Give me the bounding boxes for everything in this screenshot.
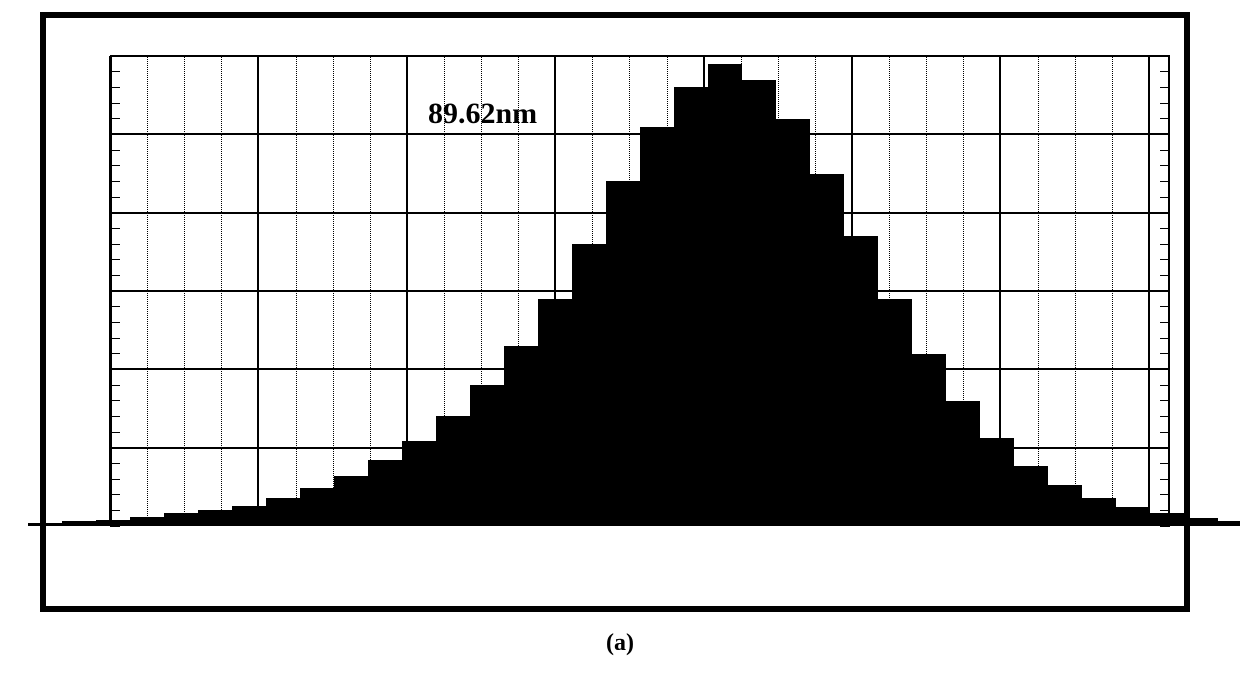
histogram-bar	[742, 80, 776, 527]
y-tick	[110, 259, 120, 260]
histogram-bar	[1048, 485, 1082, 526]
y-tick	[110, 338, 120, 339]
histogram-bar	[878, 299, 912, 526]
histogram-bar	[62, 521, 96, 526]
y-tick	[110, 181, 120, 182]
histogram-bar	[810, 174, 844, 527]
y-tick	[110, 87, 120, 88]
y-tick	[110, 103, 120, 104]
histogram-bar	[912, 354, 946, 526]
histogram-bar	[674, 87, 708, 526]
histogram-bar	[1218, 521, 1240, 526]
y-tick	[110, 510, 120, 511]
histogram-bar	[1184, 518, 1218, 526]
x-grid-minor	[1075, 56, 1076, 526]
y-tick	[110, 369, 126, 370]
histogram-bar	[606, 181, 640, 526]
y-tick	[110, 244, 120, 245]
x-grid-minor	[370, 56, 371, 526]
histogram-bar	[28, 523, 62, 526]
y-tick	[110, 494, 120, 495]
x-grid-major	[1148, 56, 1150, 526]
x-grid-minor	[1038, 56, 1039, 526]
histogram-bar	[572, 244, 606, 526]
y-grid-major	[110, 55, 1170, 57]
x-grid-major	[109, 56, 111, 526]
histogram-bar	[708, 64, 742, 526]
histogram-bar	[334, 476, 368, 526]
histogram-bar	[436, 416, 470, 526]
histogram-bar	[368, 460, 402, 526]
histogram-bar	[470, 385, 504, 526]
histogram-bar	[504, 346, 538, 526]
y-tick	[110, 228, 120, 229]
x-grid-minor	[1112, 56, 1113, 526]
y-axis-right-line	[1168, 56, 1170, 526]
y-tick	[110, 197, 120, 198]
histogram-bar	[844, 236, 878, 526]
x-axis-baseline	[110, 522, 1170, 526]
histogram-bar	[1014, 466, 1048, 526]
y-tick	[110, 479, 120, 480]
y-tick	[110, 416, 120, 417]
x-grid-minor	[184, 56, 185, 526]
y-tick	[110, 150, 120, 151]
y-tick	[110, 56, 126, 57]
x-grid-major	[257, 56, 259, 526]
figure-caption: (a)	[0, 630, 1240, 657]
y-tick	[110, 118, 120, 119]
y-tick	[110, 400, 120, 401]
histogram-bar	[300, 488, 334, 526]
histogram-bar	[538, 299, 572, 526]
y-tick	[110, 275, 120, 276]
x-grid-minor	[221, 56, 222, 526]
y-tick	[110, 212, 126, 213]
histogram-bar	[946, 401, 980, 526]
y-tick	[110, 71, 120, 72]
x-grid-minor	[296, 56, 297, 526]
x-grid-minor	[333, 56, 334, 526]
y-tick	[110, 353, 120, 354]
y-tick	[110, 165, 120, 166]
y-tick	[110, 385, 120, 386]
y-tick	[110, 432, 120, 433]
histogram-bar	[640, 127, 674, 527]
y-tick	[110, 447, 126, 448]
histogram-bar	[980, 438, 1014, 526]
y-tick	[110, 291, 126, 292]
y-tick	[110, 463, 120, 464]
y-tick	[110, 322, 120, 323]
y-tick	[110, 134, 126, 135]
x-grid-minor	[147, 56, 148, 526]
chart-plot-area: 89.62nm	[110, 56, 1170, 526]
histogram-bar	[402, 441, 436, 526]
histogram-bar	[776, 119, 810, 526]
peak-annotation: 89.62nm	[428, 97, 537, 131]
y-tick	[110, 306, 120, 307]
